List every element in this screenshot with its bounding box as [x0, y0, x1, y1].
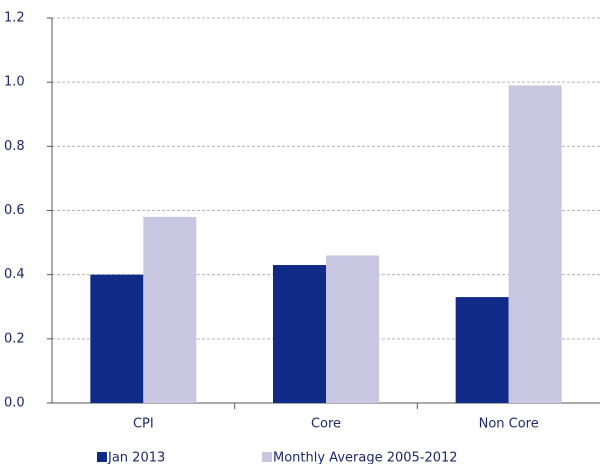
- bar: [90, 274, 144, 403]
- y-tick-label: 0.0: [4, 396, 25, 411]
- bar: [143, 216, 197, 403]
- y-tick-label: 0.2: [4, 331, 25, 346]
- y-tick-label: 1.2: [4, 11, 25, 26]
- legend-swatch: [97, 452, 107, 462]
- x-tick-label: Non Core: [479, 417, 539, 432]
- y-tick-label: 0.8: [4, 139, 25, 154]
- bar: [455, 297, 509, 403]
- bar: [326, 255, 379, 403]
- legend-label: Monthly Average 2005-2012: [273, 451, 458, 464]
- y-tick-label: 0.6: [4, 203, 25, 218]
- bar: [273, 265, 326, 403]
- y-tick-label: 0.4: [4, 267, 25, 282]
- legend-swatch: [262, 452, 272, 462]
- x-tick-label: Core: [311, 417, 341, 432]
- bar: [508, 85, 562, 403]
- legend-label: Jan 2013: [107, 451, 165, 464]
- y-tick-label: 1.0: [4, 75, 25, 90]
- x-tick-label: CPI: [133, 417, 154, 432]
